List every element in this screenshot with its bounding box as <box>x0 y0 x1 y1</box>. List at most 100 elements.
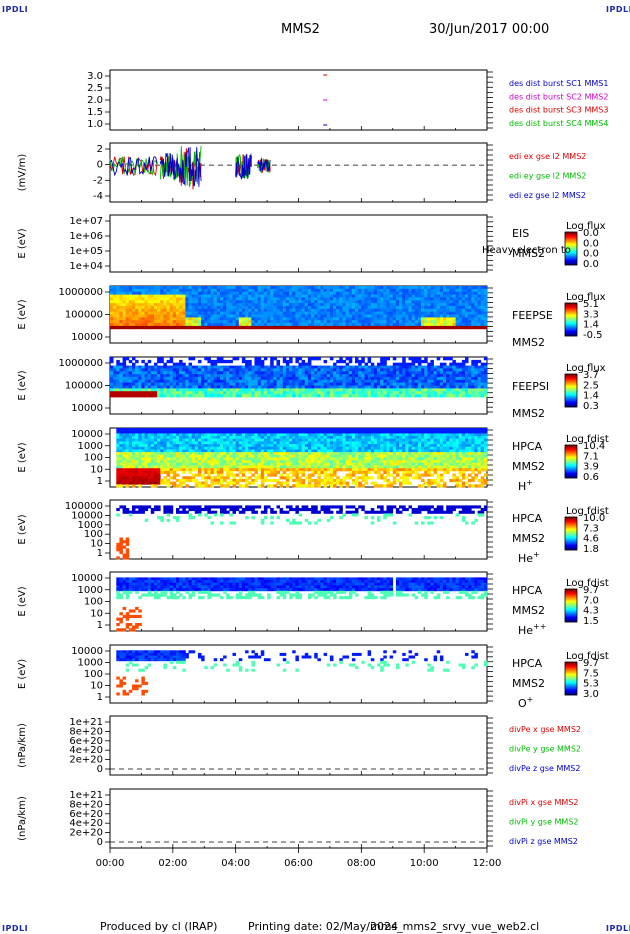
heatmap-cell <box>194 294 199 298</box>
heatmap-cell <box>399 391 403 395</box>
heatmap-cell <box>160 371 164 375</box>
heatmap-cell <box>373 368 378 372</box>
heatmap-cell <box>336 308 340 313</box>
heatmap-cell <box>295 359 299 364</box>
heatmap-cell <box>116 374 120 378</box>
heatmap-cell <box>166 428 171 432</box>
heatmap-cell <box>257 317 262 321</box>
heatmap-cell <box>342 300 346 304</box>
heatmap-cell <box>304 379 309 384</box>
heatmap-cell <box>207 368 211 372</box>
heatmap-cell <box>147 452 152 456</box>
heatmap-cell <box>210 388 214 392</box>
heatmap-cell <box>226 300 230 304</box>
heatmap-cell <box>461 311 466 315</box>
heatmap-cell <box>289 374 293 378</box>
heatmap-cell <box>163 446 167 450</box>
heatmap-cell <box>436 379 441 384</box>
heatmap-cell <box>154 484 158 488</box>
heatmap-cell <box>326 391 331 395</box>
heatmap-cell <box>323 323 328 327</box>
heatmap-cell <box>345 305 350 310</box>
heatmap-cell <box>210 305 214 310</box>
heatmap-cell <box>163 444 167 448</box>
heatmap-cell <box>172 320 177 324</box>
heatmap-cell <box>433 323 438 327</box>
heatmap-cell <box>373 391 378 395</box>
heatmap-cell <box>336 288 340 293</box>
heatmap-cell <box>311 468 315 472</box>
heatmap-cell <box>468 391 472 395</box>
heatmap-cell <box>213 325 218 330</box>
heatmap-cell <box>326 394 331 398</box>
heatmap-cell <box>160 365 164 369</box>
heatmap-cell <box>336 320 340 324</box>
heatmap-cell <box>304 441 309 445</box>
heatmap-cell <box>455 374 460 378</box>
colorbar-step <box>565 388 577 390</box>
heatmap-cell <box>194 454 199 458</box>
heatmap-cell <box>439 317 444 321</box>
heatmap-cell <box>276 376 280 381</box>
heatmap-cell <box>267 449 271 453</box>
heatmap-cell <box>392 303 397 307</box>
heatmap-cell <box>452 379 456 384</box>
heatmap-cell <box>204 446 208 450</box>
heatmap-cell <box>210 446 214 450</box>
heatmap-cell <box>110 376 114 381</box>
heatmap-cell <box>373 311 378 315</box>
heatmap-cell <box>285 430 290 434</box>
heatmap-cell <box>480 300 485 304</box>
heatmap-cell <box>147 374 152 378</box>
heatmap-cell <box>273 320 277 324</box>
heatmap-cell <box>248 454 252 458</box>
instrument-label: FEEPSI <box>512 380 549 393</box>
heatmap-cell <box>157 388 161 392</box>
heatmap-cell <box>232 468 236 472</box>
heatmap-cell <box>345 382 350 386</box>
heatmap-cell <box>132 430 136 434</box>
heatmap-cell <box>424 365 428 369</box>
heatmap-cell <box>141 374 145 378</box>
heatmap-cell <box>238 374 243 378</box>
heatmap-cell <box>307 449 312 453</box>
heatmap-cell <box>176 371 180 375</box>
heatmap-cell <box>188 460 192 464</box>
heatmap-cell <box>238 382 243 386</box>
heatmap-cell <box>348 308 353 313</box>
heatmap-cell <box>179 294 183 298</box>
heatmap-cell <box>198 460 202 464</box>
heatmap-cell <box>150 436 155 440</box>
heatmap-cell <box>150 465 155 469</box>
heatmap-cell <box>289 468 293 472</box>
colorbar-step <box>565 234 577 236</box>
heatmap-cell <box>132 385 136 389</box>
heatmap-cell <box>471 308 475 313</box>
heatmap-cell <box>132 311 136 315</box>
heatmap-cell <box>361 391 365 395</box>
heatmap-cell <box>188 436 192 440</box>
heatmap-cell <box>295 305 299 310</box>
heatmap-cell <box>254 430 258 434</box>
heatmap-cell <box>119 468 123 472</box>
heatmap-cell <box>207 300 211 304</box>
heatmap-cell <box>311 473 315 477</box>
heatmap-cell <box>289 470 293 474</box>
heatmap-cell <box>163 305 167 310</box>
heatmap-cell <box>301 452 306 456</box>
heatmap-cell <box>383 371 387 375</box>
heatmap-cell <box>251 382 255 386</box>
heatmap-cell <box>263 460 268 464</box>
heatmap-cell <box>402 291 406 295</box>
heatmap-cell <box>216 452 221 456</box>
heatmap-cell <box>232 481 236 485</box>
heatmap-cell <box>361 288 365 293</box>
heatmap-cell <box>367 368 372 372</box>
heatmap-cell <box>282 323 287 327</box>
heatmap-cell <box>386 374 390 378</box>
heatmap-cell <box>166 484 171 488</box>
heatmap-cell <box>223 291 227 295</box>
heatmap-cell <box>295 374 299 378</box>
heatmap-cell <box>279 379 284 384</box>
heatmap-cell <box>226 320 230 324</box>
